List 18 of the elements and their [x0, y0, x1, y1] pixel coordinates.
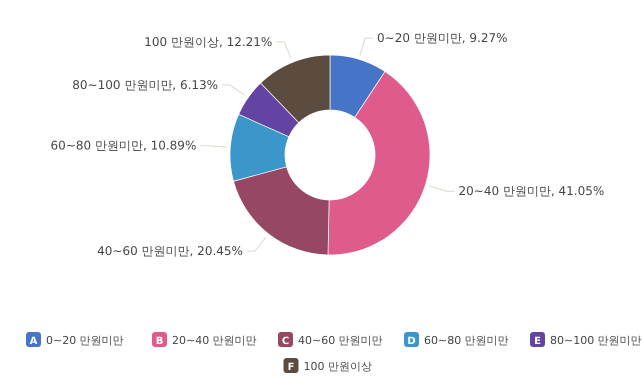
- data-label: 80~100 만원미만, 6.13%: [72, 78, 218, 92]
- text: F: [288, 362, 294, 373]
- data-label: 20~40 만원미만, 41.05%: [458, 184, 604, 198]
- legend-label: 100 만원이상: [304, 360, 372, 373]
- legend-label: 20~40 만원미만: [172, 334, 257, 347]
- legend-label: 40~60 만원미만: [298, 334, 383, 347]
- data-label: 100 만원이상, 12.21%: [144, 34, 272, 49]
- legend-label: 60~80 만원미만: [424, 334, 509, 347]
- text: A: [30, 336, 38, 347]
- data-label: 40~60 만원미만, 20.45%: [97, 244, 243, 258]
- legend-label: 80~100 만원미만: [550, 334, 642, 347]
- legend-label: 0~20 만원미만: [46, 334, 124, 347]
- text: C: [282, 336, 290, 347]
- text: E: [534, 336, 542, 347]
- data-label: 60~80 만원미만, 10.89%: [50, 138, 196, 153]
- data-label: 0~20 만원미만, 9.27%: [377, 31, 508, 46]
- text: B: [156, 336, 164, 347]
- text: D: [407, 336, 416, 347]
